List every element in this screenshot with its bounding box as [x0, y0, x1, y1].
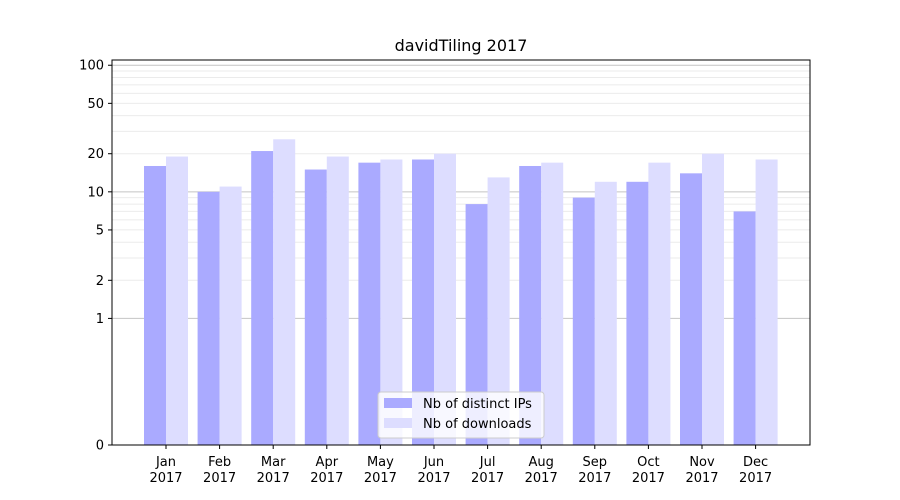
bar-downloads [487, 177, 510, 446]
bar-distinct-ips [197, 191, 220, 445]
x-tick-label-month: Oct [637, 455, 659, 470]
x-tick-label-year: 2017 [417, 471, 450, 486]
legend-label: Nb of distinct IPs [423, 397, 532, 412]
x-tick-label-year: 2017 [578, 471, 611, 486]
x-tick-label-month: May [367, 455, 394, 470]
bar-downloads [273, 139, 296, 445]
x-tick-label-year: 2017 [310, 471, 343, 486]
y-axis: 0 1 2 5 10 20 50 100 [79, 59, 112, 454]
y-tick-label: 2 [96, 274, 104, 289]
x-tick-label-year: 2017 [685, 471, 718, 486]
x-tick-label-year: 2017 [364, 471, 397, 486]
bar-distinct-ips [304, 169, 327, 445]
x-tick-label-month: Nov [689, 455, 715, 470]
y-tick-label: 50 [87, 97, 104, 112]
legend: Nb of distinct IPs Nb of downloads [377, 391, 545, 439]
chart-title: davidTiling 2017 [395, 36, 528, 55]
legend-swatch [384, 418, 412, 428]
legend-box [377, 391, 545, 439]
x-tick-label-year: 2017 [257, 471, 290, 486]
y-tick-label: 10 [87, 185, 104, 200]
bar-downloads [648, 162, 671, 445]
y-tick-label: 100 [79, 59, 104, 74]
bar-distinct-ips [412, 159, 434, 445]
x-axis: Jan2017Feb2017Mar2017Apr2017May2017Jun20… [149, 445, 772, 486]
x-tick-label-month: Mar [261, 455, 286, 470]
x-tick-label-year: 2017 [632, 471, 665, 486]
bar-distinct-ips [733, 211, 756, 445]
bar-distinct-ips [144, 165, 166, 446]
plot-frame [111, 59, 811, 446]
x-tick-label-year: 2017 [739, 471, 772, 486]
bar-distinct-ips [626, 181, 649, 445]
y-tick-label: 1 [96, 312, 104, 327]
y-tick-label: 5 [96, 223, 104, 238]
bar-downloads [219, 186, 242, 446]
bar-distinct-ips [358, 162, 381, 445]
x-tick-label-year: 2017 [525, 471, 558, 486]
legend-swatch [384, 398, 412, 408]
bars-layer [144, 139, 778, 446]
x-tick-label-month: Sep [583, 455, 608, 470]
y-tick-label: 20 [87, 147, 104, 162]
bar-downloads [380, 159, 403, 445]
bar-downloads [326, 156, 349, 446]
bar-downloads [594, 181, 617, 445]
x-tick-label-month: Jun [423, 455, 444, 470]
y-tick-label: 0 [96, 439, 104, 454]
x-tick-label-year: 2017 [149, 471, 182, 486]
bar-downloads [702, 153, 724, 446]
bar-distinct-ips [519, 165, 542, 446]
x-tick-label-month: Feb [208, 455, 231, 470]
x-tick-label-month: Jan [155, 455, 176, 470]
bar-downloads [755, 159, 778, 445]
bar-distinct-ips [680, 173, 702, 445]
bar-downloads [434, 153, 456, 446]
legend-label: Nb of downloads [423, 417, 532, 432]
bar-distinct-ips [572, 197, 595, 445]
x-tick-label-month: Dec [743, 455, 768, 470]
x-tick-label-month: Aug [529, 455, 554, 470]
x-tick-label-year: 2017 [471, 471, 504, 486]
bar-distinct-ips [251, 151, 274, 445]
bar-distinct-ips [465, 204, 488, 445]
bar-downloads [166, 156, 188, 446]
x-tick-label-month: Apr [316, 455, 339, 470]
bar-downloads [541, 162, 564, 445]
x-tick-label-month: Jul [479, 455, 496, 470]
x-tick-label-year: 2017 [203, 471, 236, 486]
